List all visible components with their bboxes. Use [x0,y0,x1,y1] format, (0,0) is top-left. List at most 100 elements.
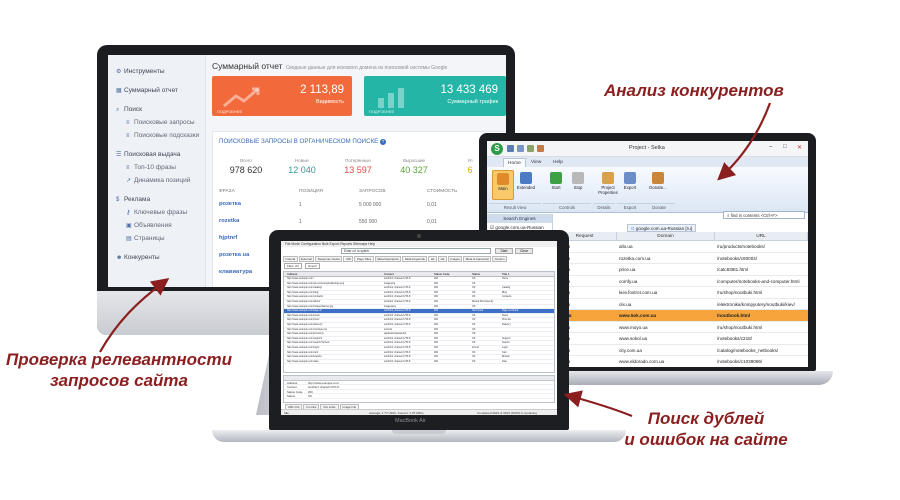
menu-bar[interactable]: File Mode Configuration Bulk Export Repo… [281,241,557,247]
table-row[interactable]: http://www.example.com/login/text/html; … [284,346,554,351]
column-header[interactable]: Status Code [434,272,450,276]
sidebar-item[interactable]: ≡ Поисковые запросы [108,116,205,129]
table-row[interactable]: http://www.example.com/images/banner.jpg… [284,305,554,310]
grid-column-header[interactable]: URL [715,232,808,241]
project-properties-button[interactable]: Project Properties [595,170,621,200]
start-button[interactable]: Start [545,170,567,200]
crawler-tab[interactable]: Page Titles [354,256,374,262]
crawler-tab[interactable]: Meta Keywords [402,256,428,262]
keyword-link[interactable]: rozetka [219,218,240,224]
tab-view[interactable]: View [531,160,542,165]
sidebar-item[interactable]: ☻ Конкуренты [108,251,205,264]
sidebar-item[interactable]: ▤ Страницы [108,232,205,245]
cell-title: Blog [502,290,507,294]
keyword-requests: 550 000 [359,219,378,225]
main-view-button[interactable]: Main [492,170,514,200]
visibility-card[interactable]: 2 113,89 Видимость ПОДРОБНЕЕ [212,76,352,116]
donate-button[interactable]: Donate... [645,170,671,200]
table-row[interactable]: http://www.example.com/js/main.js applica… [284,332,554,337]
save-icon[interactable] [507,145,514,152]
export-button[interactable]: Export [619,170,641,200]
sidebar-item[interactable]: ≡ Топ-10 фразы [108,161,205,174]
column-header[interactable]: Status [472,272,480,276]
print-icon[interactable] [527,145,534,152]
tab-home[interactable]: Home [503,158,526,167]
table-row[interactable]: http://www.example.com/css/style.css text… [284,328,554,333]
table-row[interactable]: http://www.example.com/page-2/text/html;… [284,309,554,314]
undo-icon[interactable] [537,145,544,152]
table-row[interactable]: http://www.example.com/text/html; charse… [284,277,554,282]
table-row[interactable]: http://www.example.com/wp-content/upload… [284,282,554,287]
table-row[interactable]: http://www.example.com/sale/text/html; c… [284,360,554,365]
cell-content: text/html; charset=UTF-8 [384,286,411,290]
stop-button[interactable]: Stop [567,170,589,200]
sidebar-item[interactable]: ≡ Поисковые подсказки [108,129,205,142]
start-button[interactable]: Start [495,248,513,254]
sidebar-item[interactable]: ⚙ Инструменты [108,65,205,78]
filter-select[interactable]: Filter: All [284,263,302,269]
table-row[interactable]: http://www.example.com/brands/text/html;… [284,355,554,360]
report-title: Суммарный отчет [212,61,283,71]
clear-button[interactable]: Clear [515,248,533,254]
column-header[interactable]: Title 1 [502,272,510,276]
sidebar-item[interactable]: $ Реклама [108,193,205,206]
sidebar-item[interactable]: ☰ Поисковая выдача [108,148,205,161]
crawler-tab[interactable]: Images [447,256,463,262]
sidebar-item[interactable]: ▦ Суммарный отчет [108,84,205,97]
close-icon[interactable]: ✕ [797,145,803,151]
extended-view-button[interactable]: Extended [515,170,537,200]
column-header[interactable]: Content [384,272,394,276]
export-button[interactable]: Export [305,263,321,269]
table-row[interactable]: http://www.example.com/delivery/text/htm… [284,323,554,328]
table-row[interactable]: http://www.example.com/cart/text/html; c… [284,351,554,356]
cell-code: 200 [434,277,438,280]
crawler-tab[interactable]: H2 [438,256,447,262]
table-row[interactable]: http://www.example.com/search/?q=test tex… [284,341,554,346]
table-row[interactable]: http://www.example.com/about/text/html; … [284,300,554,305]
sidebar-item[interactable]: ⌕ Поиск [108,103,205,116]
open-icon[interactable] [517,145,524,152]
table-row[interactable]: http://www.example.com/catalog/text/html… [284,286,554,291]
table-row[interactable]: http://www.example.com/contacts/text/htm… [284,295,554,300]
crawler-tab[interactable]: External [298,256,315,262]
find-in-contents-input[interactable]: ⌕ find in contents <Ctrl+F> [723,211,805,219]
url-input[interactable]: Enter url to spider [341,248,491,254]
sidebar-item-label: Поисковые подсказки [134,132,200,139]
crawler-tab[interactable]: URI [343,256,354,262]
cell-code: 200 [434,355,438,359]
cell-title: Login [502,345,508,349]
visibility-more-link[interactable]: ПОДРОБНЕЕ [217,109,243,114]
checkbox-icon[interactable]: ☑ [490,225,495,230]
grid-column-header[interactable]: Request [553,232,617,241]
engine-tab[interactable]: G google.com.ua-Russian [ru] [627,224,697,232]
stat-2: Потерянные 13 597 [331,158,385,175]
column-header[interactable]: Address [287,272,298,276]
table-row[interactable]: http://www.example.com/blog/text/html; c… [284,291,554,296]
keyword-link[interactable]: клавиатура [219,269,253,275]
sidebar-item[interactable]: ⚷ Ключевые фразы [108,206,205,219]
keyword-link[interactable]: розетка ua [219,252,250,258]
help-icon[interactable]: ? [380,139,387,145]
traffic-more-link[interactable]: ПОДРОБНЕЕ [369,109,395,114]
crawler-tab[interactable]: Response Codes [315,256,343,262]
sidebar-item[interactable]: ↗ Динамика позиций [108,174,205,187]
cell-address: http://www.example.com/cart/ [287,350,319,354]
keyword-link[interactable]: hjptnrf [219,235,238,241]
tab-help[interactable]: Help [553,160,563,165]
keyword-requests: 5 000 000 [359,202,382,208]
table-row[interactable]: http://www.example.com/price/text/html; … [284,318,554,323]
table-row[interactable]: http://www.example.com/news/text/html; c… [284,314,554,319]
minimize-icon[interactable]: – [769,144,773,150]
keyword-link[interactable]: розетка [219,201,241,207]
traffic-card[interactable]: 13 433 469 Суммарный трафик ПОДРОБНЕЕ [364,76,506,116]
crawler-tab[interactable]: Meta Description [374,256,402,262]
crawler-tab[interactable]: Custom [492,256,508,262]
crawler-tab[interactable]: H1 [428,256,438,262]
crawler-tab[interactable]: Internal [283,256,298,262]
table-row[interactable]: http://www.example.com/support/text/html… [284,337,554,342]
sidebar-item[interactable]: ▣ Объявления [108,219,205,232]
maximize-icon[interactable]: □ [783,144,787,150]
crawler-tab[interactable]: Meta & Canonical [463,256,492,262]
grid-column-header[interactable]: Domain [617,232,715,241]
sidebar-item-label: Конкуренты [124,254,160,261]
